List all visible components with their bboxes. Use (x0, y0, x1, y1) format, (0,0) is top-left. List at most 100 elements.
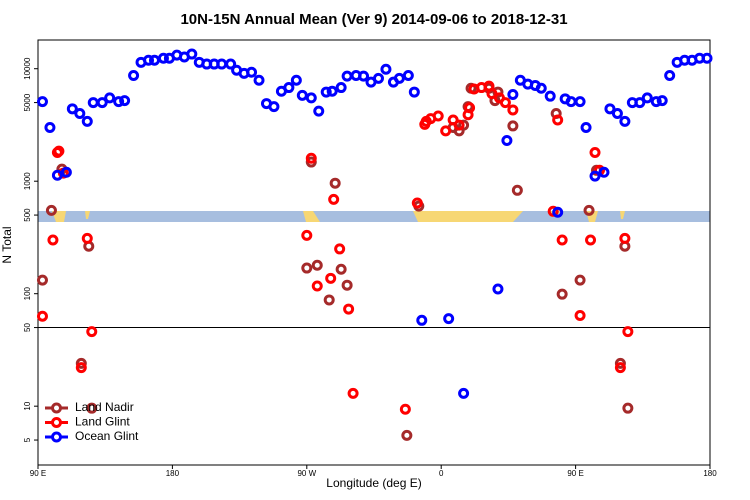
point (313, 105, 325, 117)
point (301, 262, 313, 274)
point (290, 74, 302, 86)
point (86, 402, 98, 414)
point (622, 326, 634, 338)
point (372, 72, 384, 84)
point (87, 97, 99, 109)
point (552, 206, 564, 218)
point (341, 70, 353, 82)
point (128, 70, 140, 82)
point (326, 85, 338, 97)
x-axis-label: Longitude (deg E) (326, 476, 421, 490)
point (604, 103, 616, 115)
point (296, 89, 308, 101)
point (36, 96, 48, 108)
plot-frame (37, 39, 711, 466)
point (334, 243, 346, 255)
point (544, 90, 556, 102)
point (574, 96, 586, 108)
point (492, 283, 504, 295)
point (399, 403, 411, 415)
y-tick-label: 5 (23, 437, 32, 442)
legend-label: Ocean Glint (75, 429, 139, 443)
point (81, 115, 93, 127)
point (343, 303, 355, 315)
point (589, 146, 601, 158)
point (44, 122, 56, 134)
y-tick-label: 1000 (23, 172, 32, 190)
point (380, 63, 392, 75)
point (641, 92, 653, 104)
legend-marker (51, 417, 62, 428)
legend-label: Land Nadir (75, 400, 134, 414)
point (358, 70, 370, 82)
point (619, 115, 631, 127)
point (402, 70, 414, 82)
point (552, 114, 564, 126)
y-tick-label: 5000 (23, 93, 32, 111)
point (53, 145, 65, 157)
x-tick-label: 180 (166, 469, 180, 478)
point (416, 314, 428, 326)
point (440, 125, 452, 137)
point (320, 86, 332, 98)
point (458, 387, 470, 399)
point (511, 184, 523, 196)
point (66, 103, 78, 115)
point (556, 234, 568, 246)
point (311, 280, 323, 292)
point (96, 97, 108, 109)
y-tick-label: 10 (23, 401, 32, 410)
point (328, 193, 340, 205)
point (325, 272, 337, 284)
point (580, 122, 592, 134)
point (268, 101, 280, 113)
point (283, 82, 295, 94)
point (622, 402, 634, 414)
point (535, 82, 547, 94)
point (458, 119, 470, 131)
point (47, 234, 59, 246)
point (589, 170, 601, 182)
point (501, 135, 513, 147)
point (614, 357, 626, 369)
point (583, 204, 595, 216)
point (75, 357, 87, 369)
point (81, 232, 93, 244)
point (492, 86, 504, 98)
point (499, 97, 511, 109)
map-strip (38, 211, 710, 222)
point (335, 82, 347, 94)
x-tick-label: 180 (703, 469, 717, 478)
point (701, 52, 713, 64)
point (664, 70, 676, 82)
y-tick-label: 100 (23, 286, 32, 300)
point (634, 97, 646, 109)
point (401, 429, 413, 441)
legend-marker (51, 431, 62, 443)
point (253, 74, 265, 86)
point (60, 166, 72, 178)
point (157, 52, 169, 64)
point (411, 197, 423, 209)
point (186, 48, 198, 60)
point (507, 104, 519, 116)
point (507, 120, 519, 132)
point (225, 58, 237, 70)
point (335, 263, 347, 275)
point (311, 259, 323, 271)
point (246, 66, 258, 78)
point (305, 152, 317, 164)
point (393, 72, 405, 84)
point (585, 234, 597, 246)
y-tick-label: 10000 (23, 57, 32, 80)
point (45, 204, 57, 216)
point (432, 110, 444, 122)
point (614, 362, 626, 374)
point (650, 96, 662, 108)
x-tick-label: 90 E (30, 469, 46, 478)
point (443, 313, 455, 325)
point (216, 58, 228, 70)
point (611, 107, 623, 119)
point (574, 274, 586, 286)
